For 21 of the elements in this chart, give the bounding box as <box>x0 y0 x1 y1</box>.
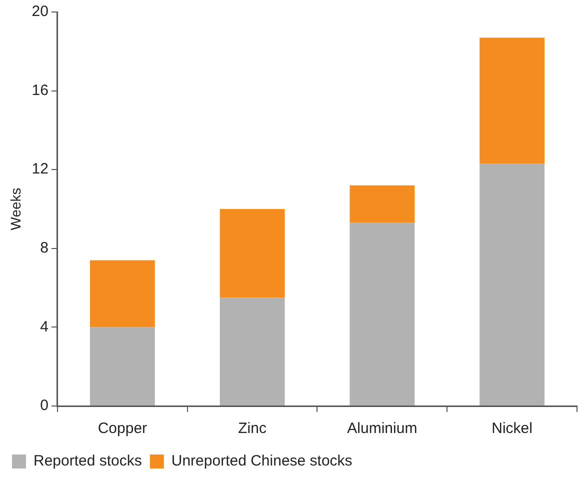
bar <box>220 298 285 406</box>
x-tick-label: Zinc <box>238 420 267 438</box>
x-tick-label: Nickel <box>492 420 532 438</box>
legend-label: Unreported Chinese stocks <box>171 452 352 470</box>
y-tick-label: 20 <box>32 3 48 20</box>
y-tick-label: 8 <box>40 240 48 257</box>
y-tick-label: 16 <box>32 82 48 99</box>
x-tick-label: Aluminium <box>347 420 418 438</box>
x-tick-label: Copper <box>98 420 148 438</box>
bar <box>480 164 545 406</box>
y-tick-label: 12 <box>32 160 48 178</box>
legend-label: Reported stocks <box>34 452 142 470</box>
bar <box>480 38 545 164</box>
bar <box>350 185 415 223</box>
bar <box>220 209 285 298</box>
y-tick-label: 4 <box>40 318 48 336</box>
bar <box>90 260 155 328</box>
bar <box>350 222 415 406</box>
y-axis-title: Weeks <box>7 188 24 230</box>
y-tick-label: 0 <box>40 397 48 414</box>
bar <box>90 327 155 406</box>
